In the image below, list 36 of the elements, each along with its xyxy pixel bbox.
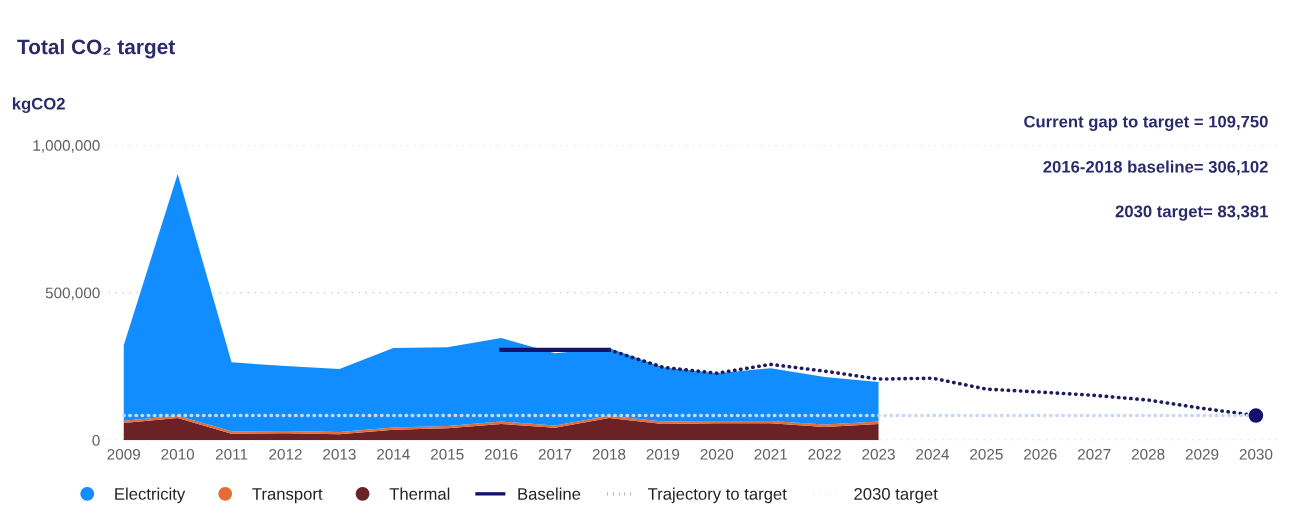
legend-label: Baseline <box>518 487 581 500</box>
legend-label: Electricity <box>115 487 186 504</box>
y-axis-title: kgCO2 <box>12 97 65 113</box>
x-tick-label: 2028 <box>1131 448 1165 460</box>
legend-label: Trajectory to target <box>647 487 787 504</box>
text: Current gap to target = 109,750 <box>1024 115 1268 131</box>
x-tick-label: 2016 <box>484 448 518 460</box>
x-tick-label: 2024 <box>916 448 949 460</box>
legend-label: 2030 target <box>854 488 938 504</box>
x-tick-label: 2021 <box>754 448 787 460</box>
x-tick-label: 2026 <box>1024 448 1057 460</box>
x-tick-label: 2022 <box>808 448 841 460</box>
x-tick-label: 2019 <box>646 448 680 460</box>
x-tick-label: 2012 <box>269 448 302 460</box>
legend-label: Thermal <box>389 487 450 500</box>
x-tick-label: 2018 <box>592 448 626 460</box>
x-tick-label: 2009 <box>107 448 141 460</box>
legend-label: Transport <box>252 488 323 504</box>
x-tick-label: 2025 <box>970 448 1003 460</box>
x-tick-label: 2029 <box>1185 448 1219 460</box>
x-tick-label: 2015 <box>431 448 464 460</box>
chart-title: Total CO₂ target <box>17 38 175 59</box>
annotation: 2016-2018 baseline= 306,102 <box>1043 160 1268 176</box>
x-tick-label: 2027 <box>1077 448 1111 460</box>
x-tick-label: 2013 <box>323 448 356 460</box>
x-tick-label: 2020 <box>700 448 734 460</box>
x-tick-label: 2023 <box>862 448 895 460</box>
y-tick-label: 0 <box>92 435 100 446</box>
x-tick-label: 2014 <box>377 448 410 460</box>
y-tick-label: 1,000,000 <box>33 140 100 153</box>
x-tick-label: 2030 <box>1239 448 1273 460</box>
x-tick-label: 2010 <box>161 448 195 460</box>
x-tick-label: 2017 <box>538 448 572 460</box>
annotation: 2030 target= 83,381 <box>1115 205 1268 221</box>
x-tick-label: 2011 <box>215 448 248 460</box>
y-tick-label: 500,000 <box>45 287 100 301</box>
